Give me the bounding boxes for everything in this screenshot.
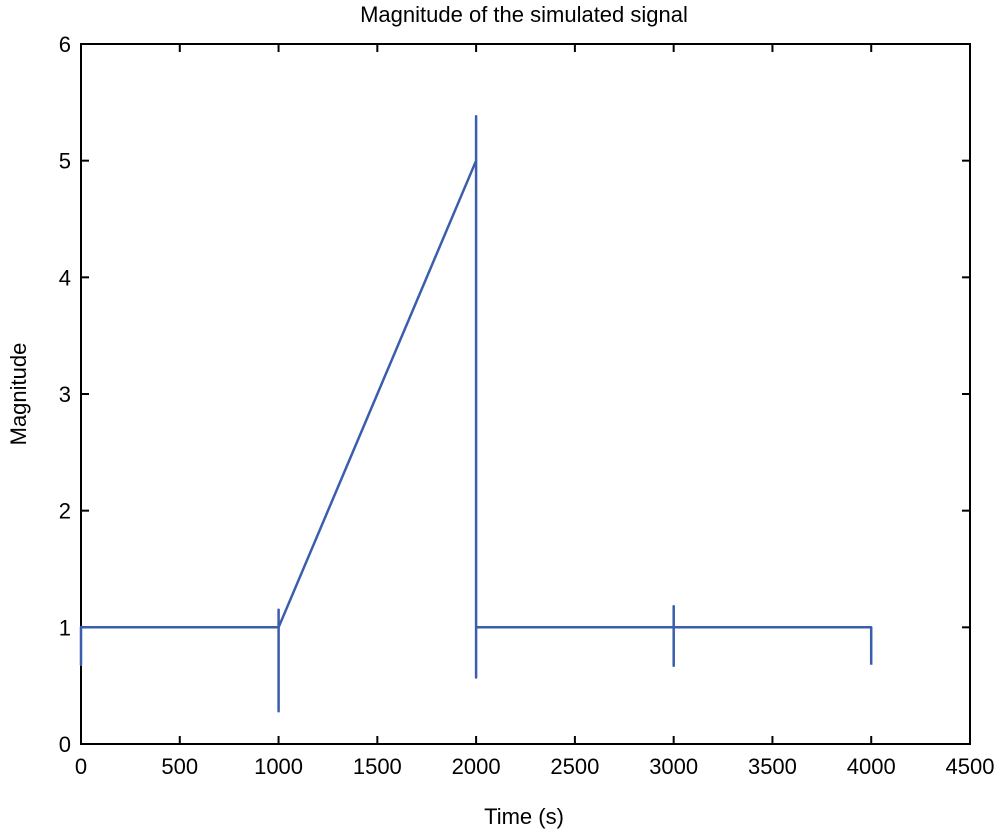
y-tick-label: 2 [59,499,71,524]
series-line [79,115,873,713]
y-tick-label: 6 [59,32,71,57]
y-tick-label: 5 [59,149,71,174]
x-tick-labels: 0 500 1000 1500 2000 2500 3000 3500 4000 4500 [75,754,995,779]
y-tick-label: 3 [59,382,71,407]
plot-area [80,43,971,745]
x-axis-label: Time (s) [484,804,564,829]
x-tick-label: 0 [75,754,87,779]
y-axis-label: Magnitude [6,343,31,446]
y-tick-label: 0 [59,732,71,757]
x-tick-label: 1000 [254,754,303,779]
x-tick-label: 4500 [946,754,995,779]
x-tick-label: 1500 [353,754,402,779]
y-tick-label: 4 [59,265,71,290]
x-tick-label: 2000 [452,754,501,779]
x-tick-label: 3000 [649,754,698,779]
x-tick-label: 3500 [748,754,797,779]
x-tick-label: 500 [161,754,198,779]
x-tick-label: 2500 [550,754,599,779]
chart-title: Magnitude of the simulated signal [360,2,688,27]
y-tick-labels: 0 1 2 3 4 5 6 [59,32,71,757]
x-tick-label: 4000 [847,754,896,779]
y-tick-label: 1 [59,615,71,640]
